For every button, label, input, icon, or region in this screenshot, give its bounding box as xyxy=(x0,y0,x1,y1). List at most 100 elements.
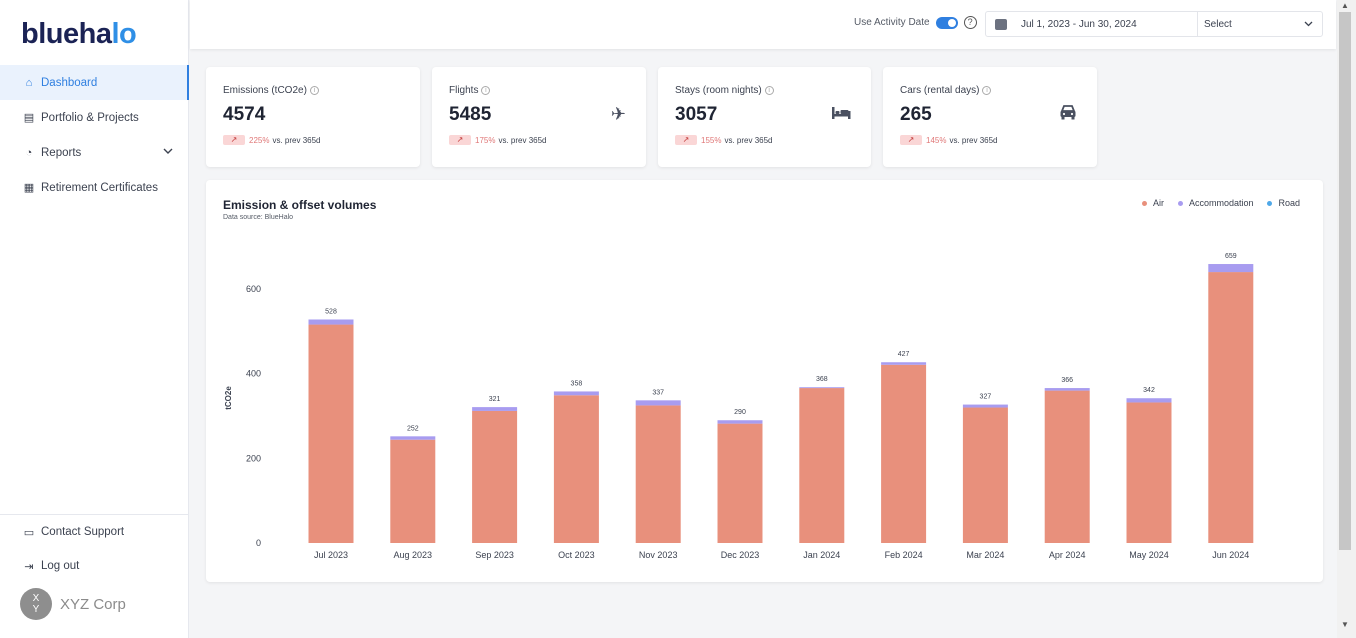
page-scrollbar[interactable]: ▲ ▼ xyxy=(1337,0,1356,638)
avatar: X Y xyxy=(20,588,52,620)
card-title-text: Stays (room nights) xyxy=(675,85,762,96)
logout-icon: ⇥ xyxy=(24,560,34,573)
scroll-down-arrow-icon[interactable]: ▼ xyxy=(1341,620,1349,629)
toggle-label: Use Activity Date xyxy=(854,17,930,28)
avatar-initial-top: X xyxy=(32,593,40,604)
sidebar: bluehalo ⌂ Dashboard ▤ Portfolio & Proje… xyxy=(0,0,189,638)
card-title: Emissions (tCO2e) i xyxy=(223,85,319,96)
calendar-icon[interactable] xyxy=(995,18,1007,30)
bar-segment-air xyxy=(881,364,927,543)
x-tick-label: Aug 2023 xyxy=(394,550,433,560)
y-tick-label: 600 xyxy=(246,284,261,294)
sidebar-nav: ⌂ Dashboard ▤ Portfolio & Projects ◔ Rep… xyxy=(0,65,189,205)
bar-total-label: 427 xyxy=(898,351,910,358)
airplane-icon: ✈ xyxy=(610,104,626,124)
scroll-up-arrow-icon[interactable]: ▲ xyxy=(1341,1,1349,10)
legend-label: Road xyxy=(1278,198,1300,208)
help-icon[interactable]: ? xyxy=(963,16,977,29)
x-tick-label: Oct 2023 xyxy=(558,550,595,560)
legend-dot xyxy=(1177,200,1183,206)
reports-icon: ◔ xyxy=(25,146,33,159)
legend-dot xyxy=(1267,200,1273,206)
bar-segment-air xyxy=(1126,402,1172,543)
stat-card-flights: Flights i 5485 ↗ 175% vs. prev 365d ✈ xyxy=(432,67,646,167)
chart-legend: Air Accommodation Road xyxy=(1128,198,1300,208)
legend-label: Accommodation xyxy=(1188,198,1254,208)
bed-icon xyxy=(831,104,851,125)
bar-total-label: 321 xyxy=(489,396,501,403)
trend-up-icon: ↗ xyxy=(223,135,245,145)
y-tick-label: 400 xyxy=(246,369,261,379)
bar-segment-accommodation xyxy=(472,407,518,411)
bar-segment-accommodation xyxy=(881,362,927,365)
card-title-text: Flights xyxy=(449,85,479,96)
x-tick-label: Nov 2023 xyxy=(639,550,678,560)
card-title: Flights i xyxy=(449,85,491,96)
portfolio-icon: ▤ xyxy=(23,112,35,124)
y-axis-label: tCO2e xyxy=(224,386,233,410)
sidebar-item-portfolio[interactable]: ▤ Portfolio & Projects xyxy=(0,100,189,135)
info-icon[interactable]: i xyxy=(764,86,774,95)
bar-segment-air xyxy=(472,410,518,543)
bar-total-label: 368 xyxy=(816,376,828,383)
sidebar-item-dashboard[interactable]: ⌂ Dashboard xyxy=(0,65,189,100)
info-icon[interactable]: i xyxy=(982,86,992,95)
card-delta: ↗ 175% vs. prev 365d xyxy=(449,135,547,145)
delta-label: vs. prev 365d xyxy=(724,135,773,145)
bar-segment-accommodation xyxy=(390,436,436,440)
x-tick-label: May 2024 xyxy=(1129,550,1169,560)
delta-label: vs. prev 365d xyxy=(498,135,547,145)
card-value: 5485 xyxy=(449,104,492,125)
x-tick-label: Apr 2024 xyxy=(1049,550,1086,560)
bar-segment-accommodation xyxy=(799,387,845,389)
sidebar-item-certificates[interactable]: ▦ Retirement Certificates xyxy=(0,170,189,205)
car-icon xyxy=(1059,104,1077,125)
sidebar-item-label: Portfolio & Projects xyxy=(41,111,139,124)
org-name: XYZ Corp xyxy=(60,595,126,613)
legend-item-road[interactable]: Road xyxy=(1267,198,1300,208)
x-tick-label: Jan 2024 xyxy=(803,550,840,560)
info-icon[interactable]: i xyxy=(309,86,319,95)
contact-support-link[interactable]: ▭ Contact Support xyxy=(0,515,189,549)
x-tick-label: Feb 2024 xyxy=(885,550,923,560)
info-icon[interactable]: i xyxy=(481,86,491,95)
x-tick-label: Mar 2024 xyxy=(966,550,1004,560)
emission-bar-chart: 0 200 400 600 tCO2e 528 Jul 2023 252 Aug 2023 321… xyxy=(224,253,1254,560)
bar-segment-air xyxy=(635,405,681,543)
bar-total-label: 358 xyxy=(571,380,583,387)
scrollbar-thumb[interactable] xyxy=(1339,12,1351,550)
date-range-filter: Jul 1, 2023 - Jun 30, 2024 Select xyxy=(985,11,1323,37)
chevron-down-icon[interactable] xyxy=(1304,19,1313,30)
period-select[interactable]: Select xyxy=(1204,18,1232,30)
logo-text-tail: lo xyxy=(111,18,137,50)
sidebar-item-label: Dashboard xyxy=(41,76,98,89)
legend-item-accommodation[interactable]: Accommodation xyxy=(1177,198,1254,208)
chevron-down-icon[interactable] xyxy=(163,146,173,158)
bar-segment-air xyxy=(799,388,845,543)
y-tick-label: 0 xyxy=(256,538,261,548)
bar-total-label: 337 xyxy=(652,389,664,396)
date-range-input[interactable]: Jul 1, 2023 - Jun 30, 2024 xyxy=(1021,18,1137,30)
x-tick-label: Dec 2023 xyxy=(721,550,760,560)
bar-total-label: 528 xyxy=(325,308,337,315)
logo-text: blueha xyxy=(21,18,112,50)
sidebar-item-reports[interactable]: ◔ Reports xyxy=(0,135,189,170)
activity-date-toggle[interactable] xyxy=(935,16,958,29)
chart-subtitle: Data source: BlueHalo xyxy=(223,214,294,221)
x-tick-label: Jun 2024 xyxy=(1212,550,1249,560)
card-value: 3057 xyxy=(675,104,718,125)
bar-segment-accommodation xyxy=(962,404,1008,408)
card-value: 265 xyxy=(900,104,932,125)
bar-segment-accommodation xyxy=(717,420,763,424)
delta-percent: 225% xyxy=(249,135,270,145)
bar-segment-accommodation xyxy=(635,400,681,406)
org-switcher[interactable]: X Y XYZ Corp xyxy=(20,588,126,620)
bar-segment-accommodation xyxy=(1208,264,1254,273)
bar-total-label: 366 xyxy=(1061,377,1073,384)
bluehalo-logo[interactable]: bluehalo xyxy=(21,18,137,51)
logout-link[interactable]: ⇥ Log out xyxy=(0,549,189,583)
bar-segment-accommodation xyxy=(308,319,354,325)
legend-item-air[interactable]: Air xyxy=(1141,198,1164,208)
sidebar-divider xyxy=(0,514,189,515)
contact-support-label: Contact Support xyxy=(41,526,125,538)
